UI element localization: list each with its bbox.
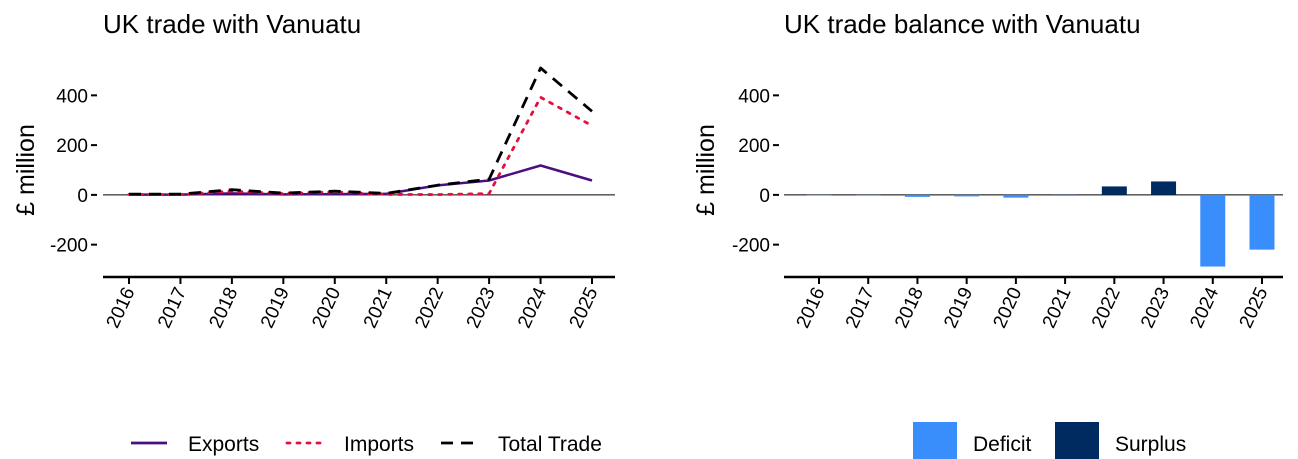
- x-tick-label: 2020: [990, 284, 1027, 331]
- legend-label: Deficit: [973, 433, 1032, 456]
- x-tick-label: 2017: [842, 284, 879, 331]
- x-tick-label: 2020: [308, 284, 345, 331]
- x-tick-label: 2019: [257, 284, 294, 331]
- right-chart-title: UK trade balance with Vanuatu: [784, 9, 1141, 39]
- bar-2016: [806, 194, 832, 196]
- legend-label: Exports: [188, 433, 259, 456]
- series-line-exports: [129, 164, 593, 196]
- y-tick-label: -200: [732, 236, 770, 257]
- bar-2017: [855, 194, 881, 196]
- x-tick-label: 2023: [463, 284, 500, 331]
- y-tick-label: 0: [77, 186, 88, 207]
- x-tick-label: 2025: [566, 284, 603, 331]
- x-tick-label: 2024: [514, 284, 551, 332]
- legend-label: Surplus: [1115, 433, 1186, 456]
- left-x-axis: 2016 2017 2018 2019 2020 2021 2022 2023 2024 2025: [103, 194, 615, 332]
- x-tick-label: 2024: [1186, 284, 1223, 332]
- bar-2018: [904, 194, 930, 197]
- x-tick-label: 2018: [206, 284, 243, 331]
- series-line-imports: [127, 95, 594, 197]
- legend-label: Total Trade: [498, 433, 602, 456]
- y-tick-label: 400: [738, 86, 770, 107]
- x-tick-label: 2021: [360, 284, 397, 331]
- legend-key-deficit: [913, 422, 957, 459]
- left-chart-title: UK trade with Vanuatu: [103, 9, 361, 39]
- x-tick-label: 2019: [940, 284, 977, 331]
- legend-label: Imports: [344, 433, 414, 456]
- bar-2022: [1101, 186, 1127, 195]
- x-tick-label: 2018: [891, 284, 928, 331]
- x-tick-label: 2025: [1236, 284, 1273, 331]
- x-tick-label: 2017: [154, 284, 191, 331]
- right-y-axis-title: £ million: [692, 124, 720, 216]
- y-tick-label: 200: [56, 136, 88, 157]
- bar-2020: [1003, 194, 1029, 198]
- bar-2025: [1249, 194, 1275, 250]
- bar-2021: [1052, 194, 1078, 196]
- x-tick-label: 2022: [411, 284, 448, 331]
- legend-key-surplus: [1055, 422, 1099, 459]
- right-legend: Deficit Surplus: [913, 422, 1186, 459]
- balance-bar-chart: UK trade balance with Vanuatu £ million …: [692, 9, 1283, 331]
- left-plot-area: [127, 66, 594, 197]
- bar-2024: [1200, 194, 1226, 267]
- right-plot-area: [806, 181, 1275, 267]
- bar-2019: [954, 194, 980, 197]
- y-tick-label: 400: [56, 86, 88, 107]
- x-tick-label: 2021: [1039, 284, 1076, 331]
- bar-2023: [1151, 181, 1177, 195]
- left-y-axis-title: £ million: [12, 124, 40, 216]
- x-tick-label: 2022: [1088, 284, 1125, 331]
- x-tick-label: 2016: [103, 284, 140, 331]
- trade-line-chart: UK trade with Vanuatu £ million -200 0 200…: [12, 9, 615, 331]
- right-y-axis: -200 0 200 400: [732, 86, 779, 257]
- y-tick-label: -200: [50, 236, 88, 257]
- left-legend: Exports Imports Total Trade: [131, 433, 602, 456]
- x-tick-label: 2023: [1137, 284, 1174, 331]
- left-y-axis: -200 0 200 400: [50, 86, 97, 257]
- series-line-total-trade: [129, 66, 593, 196]
- y-tick-label: 200: [738, 136, 770, 157]
- x-tick-label: 2016: [793, 284, 830, 331]
- y-tick-label: 0: [759, 186, 770, 207]
